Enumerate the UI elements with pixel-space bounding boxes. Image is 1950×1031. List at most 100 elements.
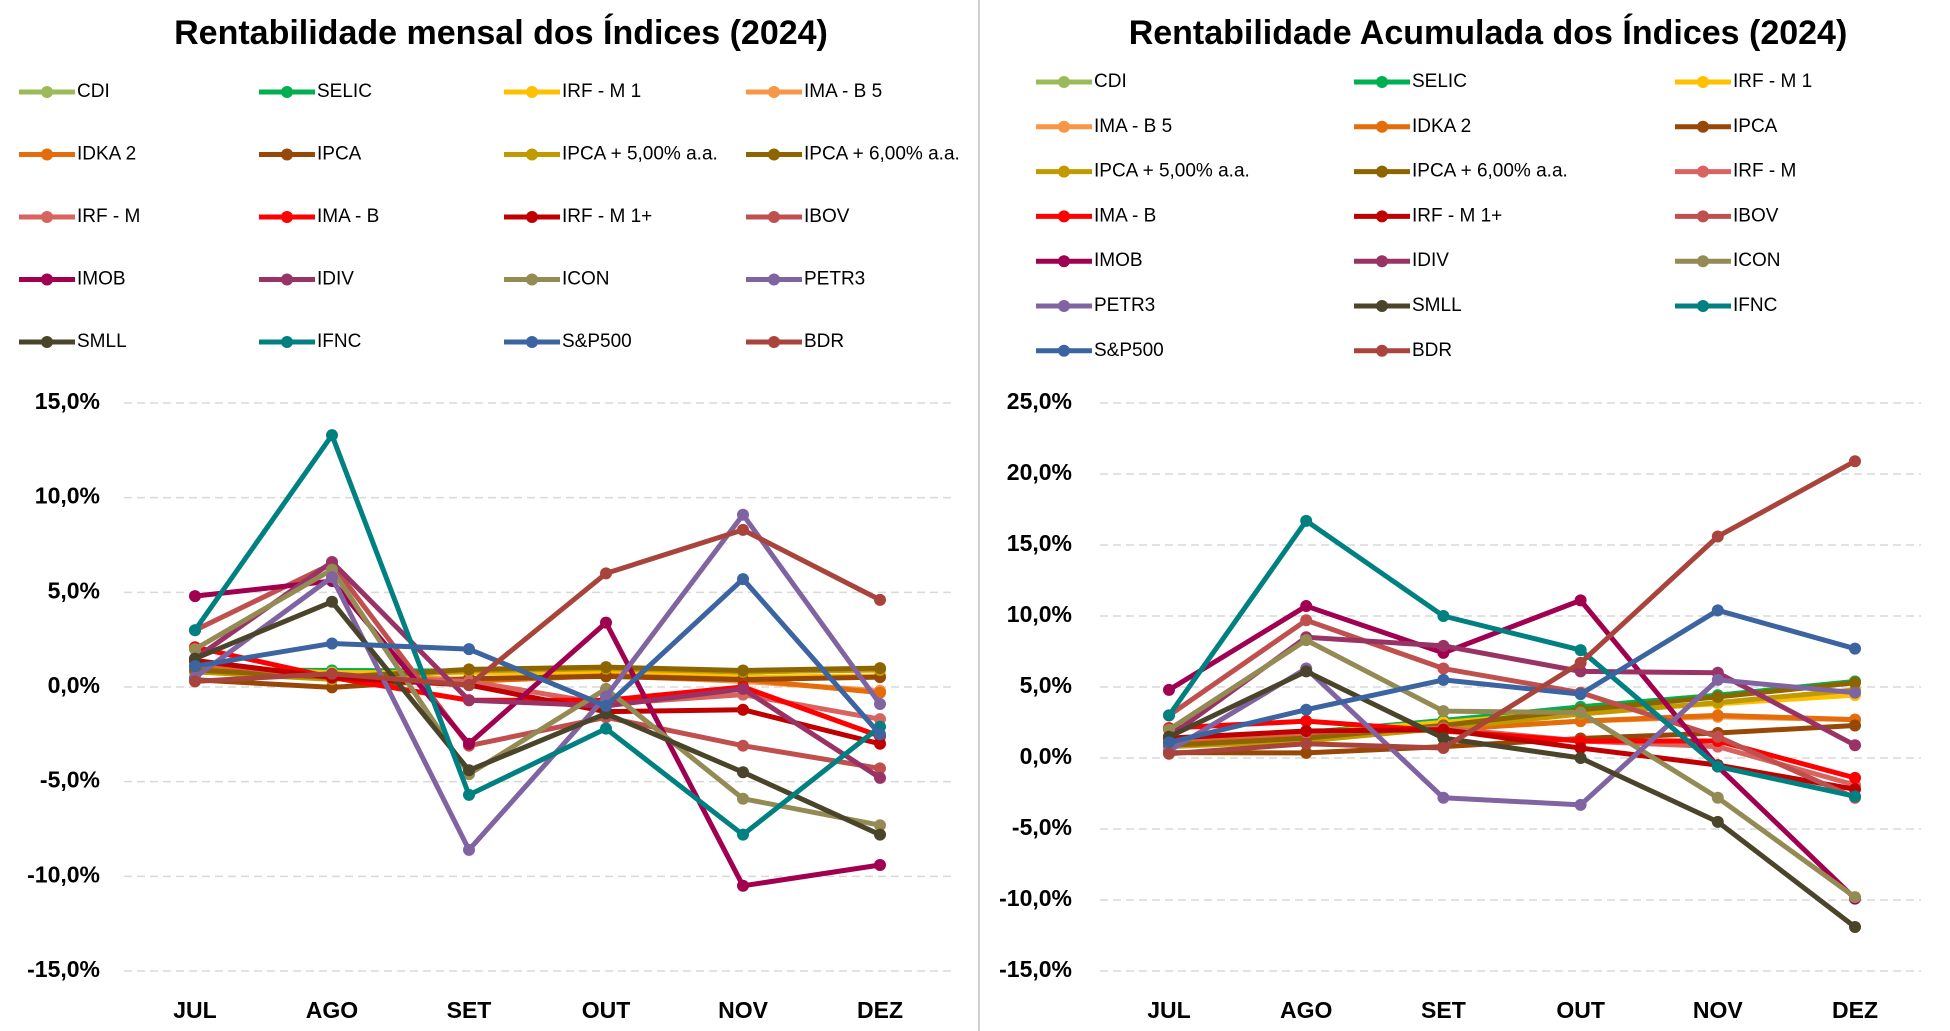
data-point [1437, 791, 1450, 804]
data-point [189, 660, 201, 673]
data-point [189, 675, 201, 688]
data-point [1849, 455, 1861, 468]
legend-marker [1376, 300, 1388, 312]
data-point [737, 508, 749, 521]
data-point [874, 737, 886, 750]
data-point [1437, 705, 1450, 718]
series-line [192, 432, 882, 838]
data-point [1437, 673, 1450, 686]
legend-label: IRF - M 1 [1733, 71, 1812, 92]
legend-label: IMOB [77, 269, 126, 290]
legend-marker [281, 86, 293, 98]
legend-label: IMA - B [317, 206, 379, 227]
series-line [193, 559, 882, 780]
data-point [1711, 791, 1724, 804]
data-point [737, 523, 749, 536]
data-point [737, 682, 749, 695]
data-point [600, 616, 612, 629]
data-point [326, 637, 338, 650]
data-point [1574, 742, 1587, 755]
y-tick-label: 0,0% [48, 672, 100, 698]
x-tick-label: SET [1421, 997, 1466, 1023]
data-point [874, 662, 886, 675]
legend-marker [281, 336, 293, 348]
data-point [1849, 719, 1861, 732]
legend-marker [1058, 210, 1070, 223]
legend-marker [1697, 76, 1709, 88]
data-point [1163, 683, 1175, 696]
x-tick-label: AGO [1280, 997, 1332, 1023]
legend-label: IRF - M 1+ [1412, 205, 1502, 226]
data-point [1574, 594, 1587, 607]
y-tick-label: 20,0% [1007, 459, 1072, 485]
data-point [189, 590, 201, 603]
legend-marker [1697, 165, 1709, 178]
data-point [1849, 642, 1861, 655]
series-line [1168, 607, 1856, 745]
data-point [1711, 604, 1724, 617]
y-tick-label: -5,0% [1012, 814, 1072, 840]
data-point [1437, 662, 1450, 675]
legend-label: IDKA 2 [1412, 116, 1471, 137]
legend-marker [526, 336, 538, 348]
y-tick-label: 15,0% [1007, 530, 1072, 556]
data-point [1300, 746, 1313, 759]
legend-marker [768, 273, 780, 286]
legend-label: IDKA 2 [77, 144, 136, 165]
legend-label: CDI [77, 81, 110, 102]
data-point [326, 667, 338, 680]
data-point [874, 771, 886, 784]
legend-marker [41, 148, 53, 161]
x-tick-label: OUT [582, 997, 631, 1023]
legend-marker [1697, 255, 1709, 268]
legend-marker [526, 211, 538, 223]
legend-label: PETR3 [1094, 295, 1155, 316]
series-line [1167, 637, 1857, 900]
data-point [1300, 725, 1313, 738]
data-point [463, 843, 475, 856]
data-point [874, 762, 886, 775]
legend-marker [526, 86, 538, 98]
legend-marker [281, 273, 293, 286]
legend-label: IMA - B [1094, 205, 1156, 226]
data-point [1849, 686, 1861, 699]
legend-label: IMA - B 5 [804, 81, 882, 102]
legend-marker [1697, 210, 1709, 223]
y-tick-label: 25,0% [1007, 388, 1072, 414]
data-point [1300, 600, 1313, 613]
data-point [737, 766, 749, 779]
legend-marker [1058, 165, 1070, 178]
series-line [194, 576, 882, 736]
data-point [1711, 530, 1724, 543]
x-tick-label: AGO [306, 997, 358, 1023]
legend-label: IPCA + 5,00% a.a. [1094, 161, 1250, 182]
data-point [1437, 732, 1450, 745]
legend-label: IPCA + 5,00% a.a. [562, 144, 718, 165]
data-point [600, 722, 612, 735]
legend-label: IPCA + 6,00% a.a. [804, 144, 960, 165]
data-point [1849, 891, 1861, 904]
data-point [463, 679, 475, 692]
y-tick-label: -5,0% [40, 767, 100, 793]
data-point [463, 737, 475, 750]
legend-label: SMLL [1412, 295, 1462, 316]
legend-label: IRF - M 1 [562, 81, 641, 102]
y-tick-label: 5,0% [48, 577, 100, 603]
data-point [737, 739, 749, 752]
legend-label: PETR3 [804, 269, 865, 290]
legend-marker [281, 211, 293, 223]
chart-title: Rentabilidade mensal dos Índices (2024) [174, 14, 828, 52]
legend-marker [1058, 300, 1070, 312]
data-point [463, 663, 475, 676]
data-point [1574, 706, 1587, 719]
legend-marker [41, 336, 53, 348]
series-line [1168, 680, 1856, 748]
data-point [1300, 737, 1313, 750]
data-point [1711, 673, 1724, 686]
data-point [1300, 665, 1313, 678]
data-point [1437, 639, 1450, 652]
data-point [1711, 690, 1724, 703]
legend-label: ICON [1733, 250, 1781, 271]
series-line [1168, 722, 1856, 756]
